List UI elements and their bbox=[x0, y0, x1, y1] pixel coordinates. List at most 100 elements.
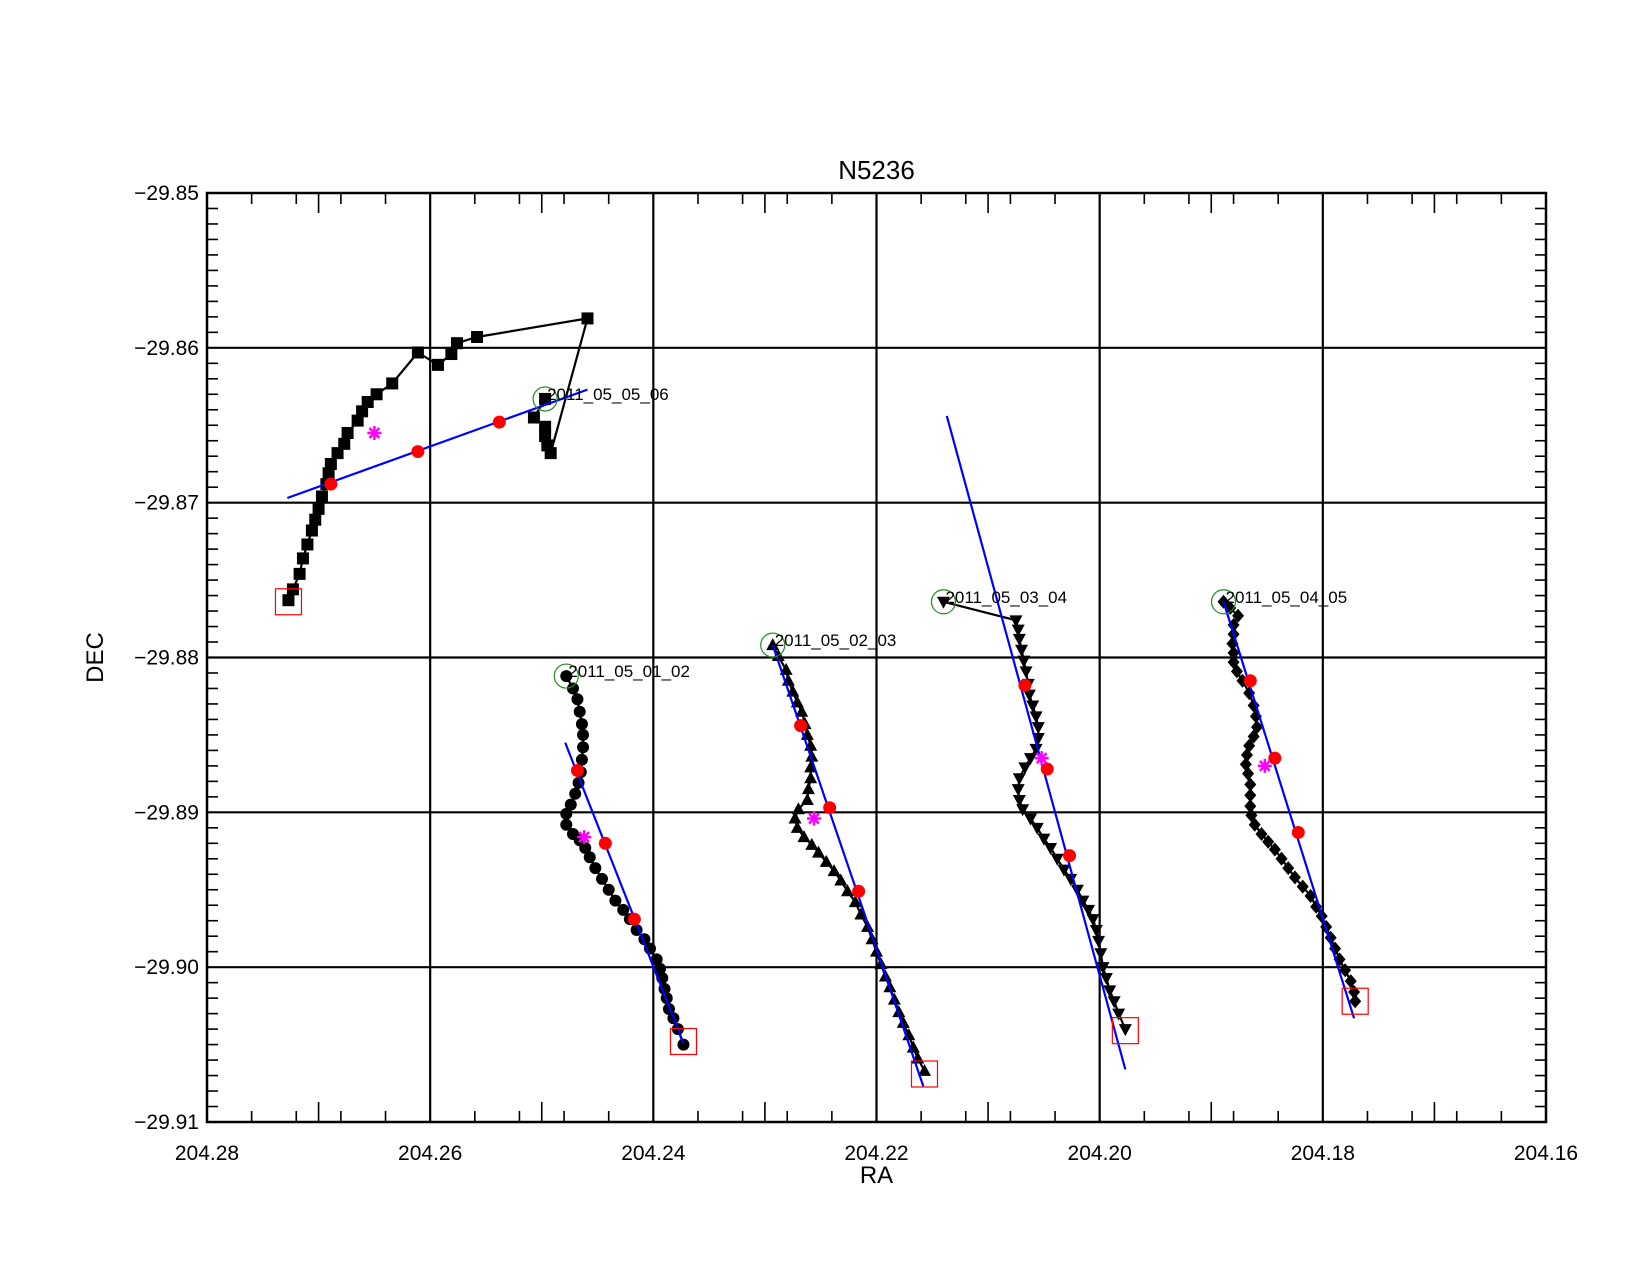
data-point bbox=[1026, 700, 1040, 713]
data-point bbox=[1019, 666, 1033, 679]
data-point bbox=[771, 648, 785, 661]
x-tick-label: 204.20 bbox=[1068, 1142, 1132, 1165]
plot-frame bbox=[205, 191, 1548, 1124]
fit-point bbox=[598, 836, 612, 850]
data-point bbox=[1017, 655, 1031, 668]
y-tick-label: −29.88 bbox=[134, 647, 199, 670]
x-axis-label: RA bbox=[860, 1162, 893, 1189]
grid bbox=[207, 193, 1546, 1122]
fit-point bbox=[852, 884, 866, 898]
data-point bbox=[293, 567, 306, 580]
data-point bbox=[1244, 799, 1257, 814]
data-point bbox=[677, 1038, 690, 1051]
data-point bbox=[338, 437, 351, 450]
data-point bbox=[1268, 842, 1281, 857]
x-tick-label: 204.22 bbox=[844, 1142, 908, 1165]
data-point bbox=[797, 830, 811, 843]
data-point bbox=[1057, 864, 1071, 877]
x-tick-label: 204.26 bbox=[398, 1142, 462, 1165]
series-2011_05_02_03: 2011_05_02_03 bbox=[760, 631, 939, 1088]
start-marker bbox=[1210, 589, 1237, 615]
data-point bbox=[1023, 813, 1037, 826]
data-point bbox=[896, 1015, 910, 1028]
fit-line bbox=[1222, 601, 1356, 1019]
data-point bbox=[1086, 914, 1100, 927]
data-point bbox=[583, 851, 596, 864]
start-marker bbox=[930, 589, 957, 615]
start-marker bbox=[760, 632, 786, 658]
data-point bbox=[312, 502, 325, 515]
data-point bbox=[1016, 804, 1030, 817]
data-point bbox=[617, 903, 630, 916]
data-point bbox=[1339, 963, 1352, 978]
fit-point bbox=[1291, 825, 1305, 839]
fit-point bbox=[570, 764, 584, 778]
data-point bbox=[356, 405, 369, 418]
data-point bbox=[1012, 773, 1026, 786]
data-point bbox=[589, 862, 602, 875]
data-point bbox=[1232, 608, 1245, 623]
chart-title: N5236 bbox=[838, 155, 915, 185]
mean-point-mark bbox=[1035, 752, 1048, 764]
data-point bbox=[527, 411, 540, 424]
data-point bbox=[305, 524, 318, 537]
data-point bbox=[581, 312, 594, 325]
fit-point bbox=[1040, 762, 1054, 776]
y-tick-label: −29.86 bbox=[134, 337, 199, 360]
track-label: 2011_05_01_02 bbox=[568, 662, 690, 681]
y-tick-labels: −29.85 −29.86 −29.87 −29.88 −29.89 −29.90 −29.… bbox=[134, 182, 199, 1134]
fit-point bbox=[492, 415, 506, 429]
data-point bbox=[450, 337, 463, 350]
data-point bbox=[1089, 925, 1103, 938]
data-point bbox=[1248, 817, 1261, 832]
data-point bbox=[282, 594, 295, 607]
track-label: 2011_05_05_06 bbox=[547, 385, 669, 404]
data-point bbox=[801, 782, 815, 795]
fit-point bbox=[794, 719, 808, 733]
data-point bbox=[1344, 974, 1357, 989]
fit-point bbox=[1018, 678, 1032, 692]
mean-point-mark bbox=[368, 427, 381, 439]
data-point bbox=[564, 798, 577, 811]
data-point bbox=[301, 538, 314, 551]
data-point bbox=[575, 753, 588, 766]
x-tick-label: 204.18 bbox=[1291, 1142, 1355, 1165]
data-point bbox=[569, 787, 582, 800]
data-point bbox=[1044, 842, 1058, 855]
data-point bbox=[577, 741, 590, 754]
fit-point bbox=[324, 477, 338, 491]
data-point bbox=[544, 447, 557, 460]
y-tick-label: −29.90 bbox=[134, 956, 199, 979]
y-tick-label: −29.85 bbox=[134, 182, 199, 205]
track-label: 2011_05_04_05 bbox=[1226, 588, 1348, 607]
data-point bbox=[1096, 962, 1110, 975]
data-point bbox=[315, 490, 328, 503]
data-point bbox=[1118, 1024, 1132, 1037]
data-point bbox=[819, 854, 833, 867]
data-point bbox=[445, 348, 458, 361]
fit-point bbox=[1268, 751, 1282, 765]
data-point bbox=[560, 670, 573, 683]
data-point bbox=[805, 749, 819, 762]
data-point bbox=[805, 837, 819, 850]
data-point bbox=[1107, 996, 1121, 1009]
data-point bbox=[834, 873, 848, 886]
data-point bbox=[766, 638, 780, 651]
mean-point-mark bbox=[1258, 760, 1271, 772]
data-point bbox=[804, 760, 818, 773]
track-label: 2011_05_03_04 bbox=[945, 588, 1067, 607]
data-point bbox=[539, 392, 552, 405]
data-point bbox=[800, 792, 814, 805]
data-point bbox=[1082, 904, 1096, 917]
data-point bbox=[1275, 851, 1288, 866]
data-point bbox=[854, 907, 868, 920]
x-tick-label: 204.16 bbox=[1514, 1142, 1578, 1165]
x-tick-labels: 204.28 204.26 204.24 204.22 204.20 204.18 204.… bbox=[175, 1142, 1578, 1165]
data-point bbox=[848, 895, 862, 908]
end-marker bbox=[669, 1027, 698, 1056]
fit-point bbox=[1063, 849, 1077, 863]
fit-point bbox=[411, 445, 425, 459]
data-point bbox=[1011, 784, 1025, 797]
data-point bbox=[1094, 948, 1108, 961]
